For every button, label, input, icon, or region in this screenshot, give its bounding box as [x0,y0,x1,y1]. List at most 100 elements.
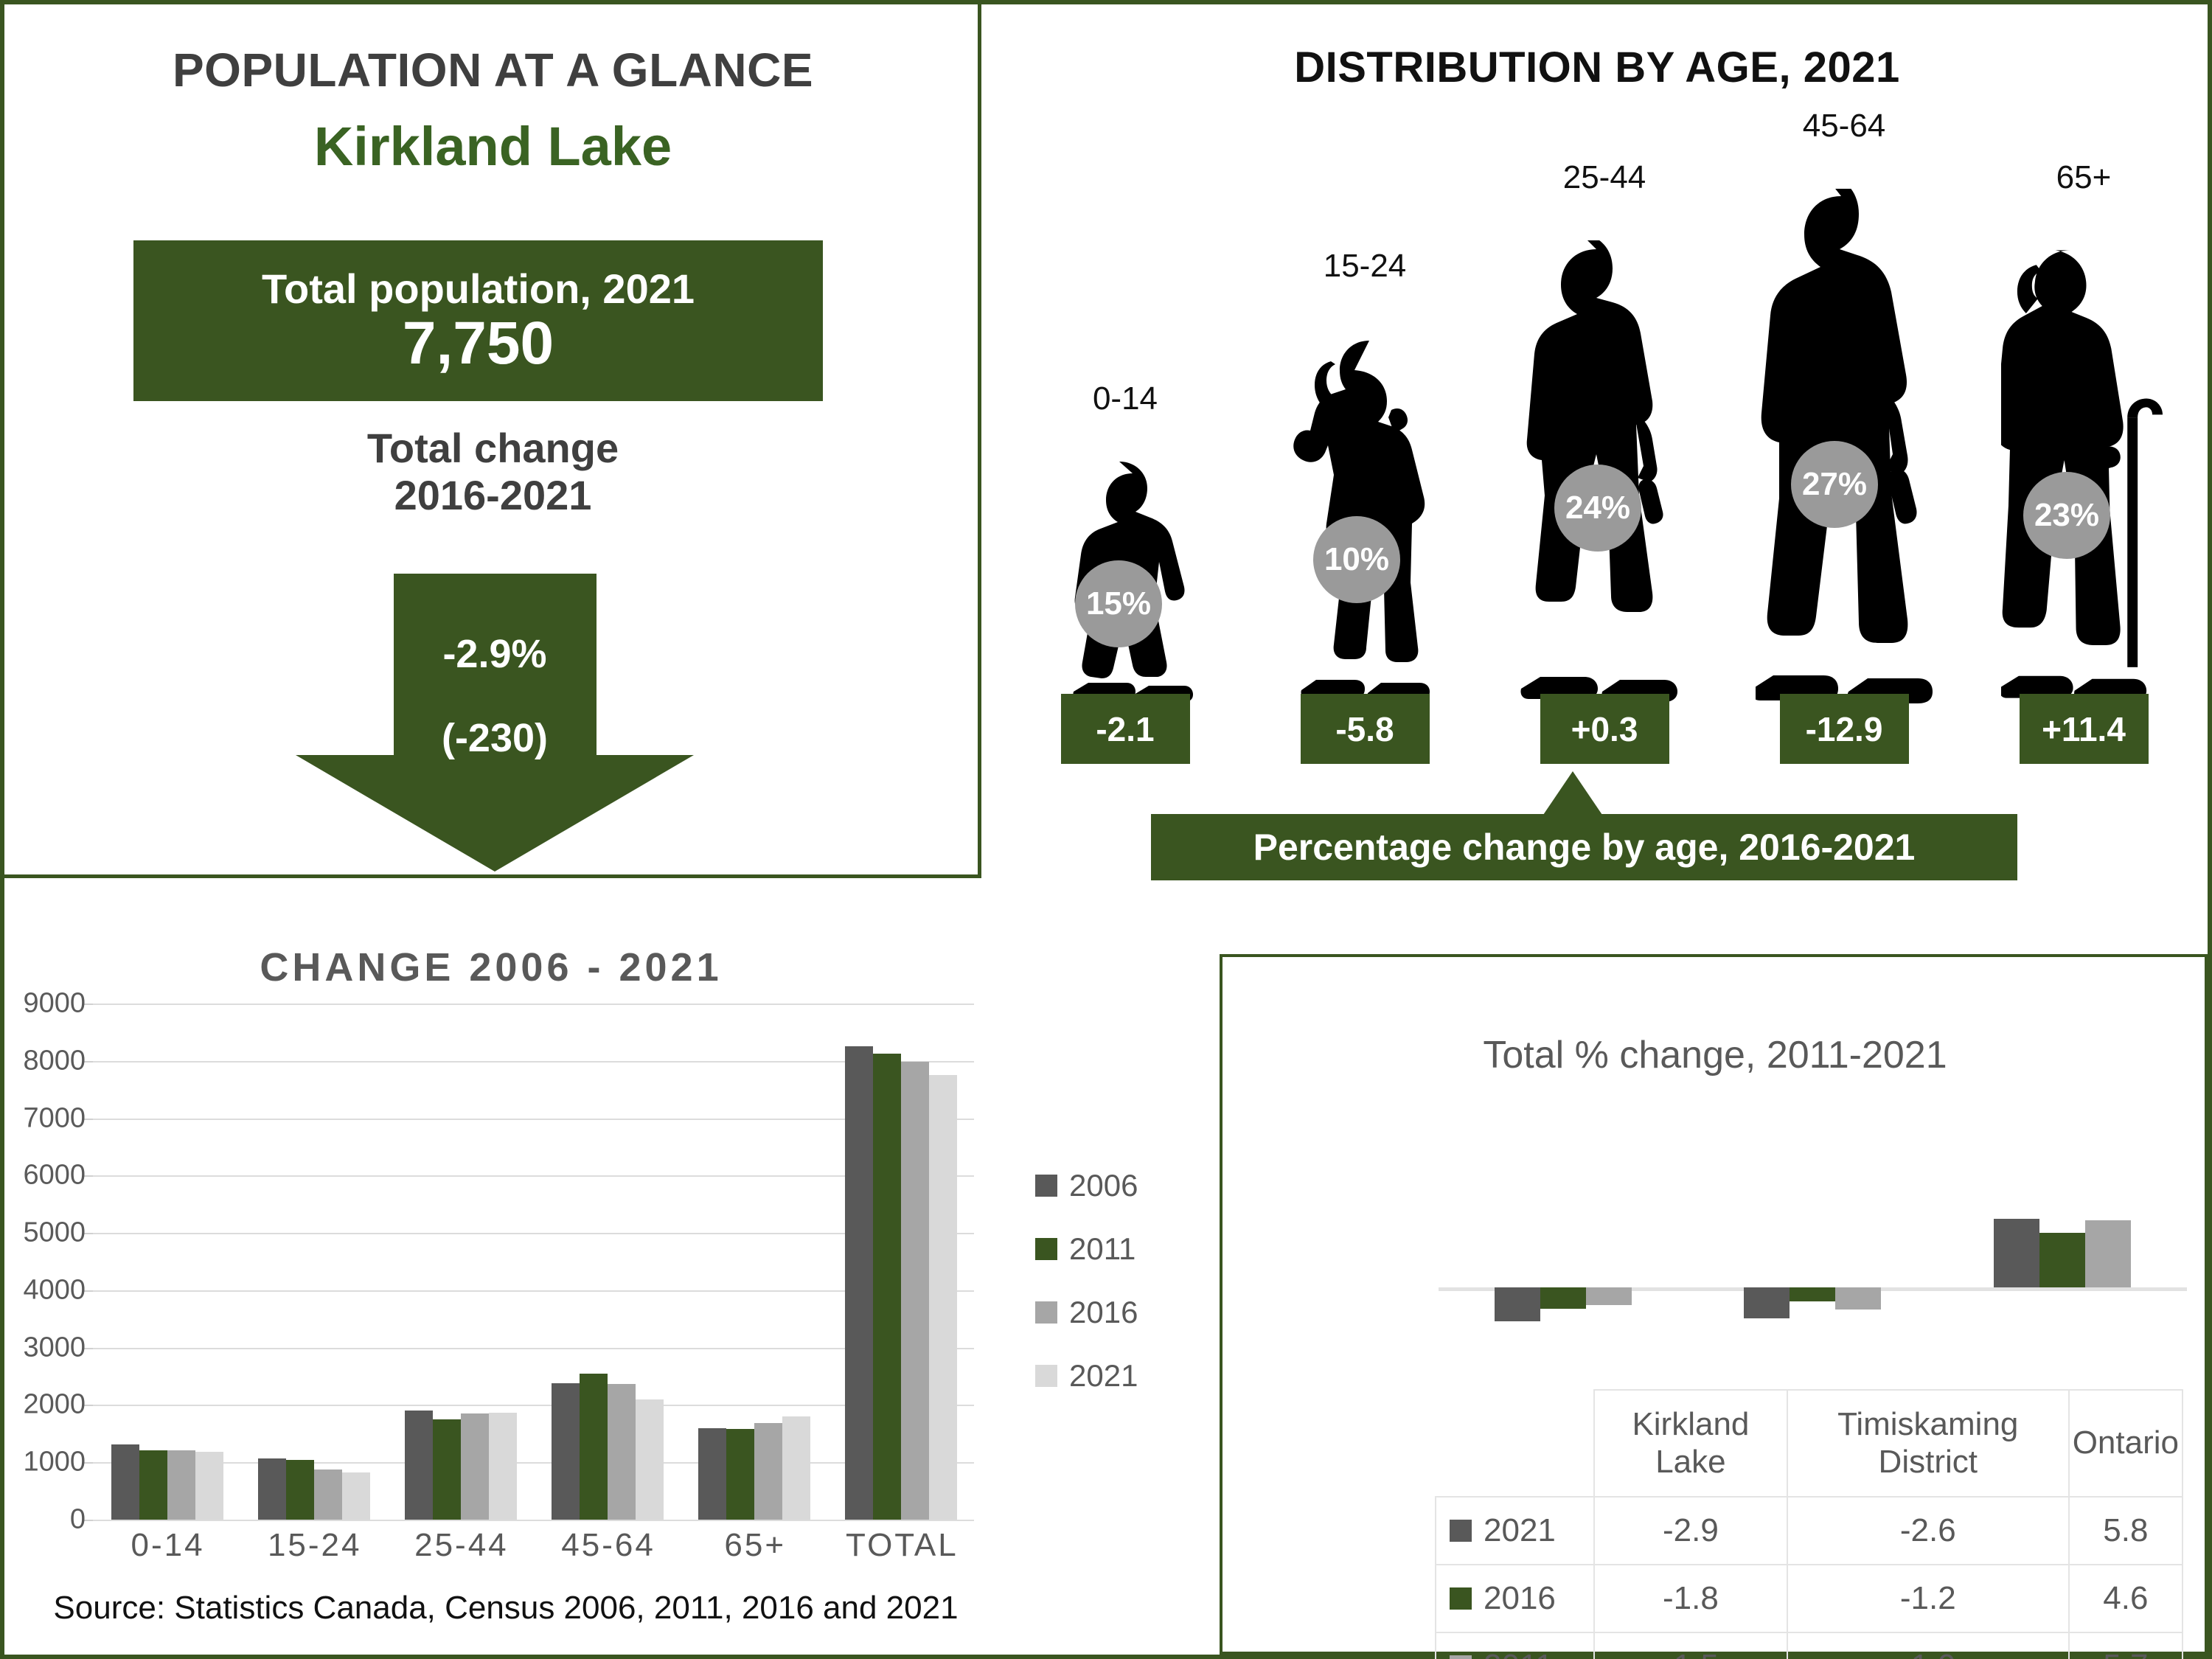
table-cell: 5.7 [2067,1632,2184,1659]
br-bar-2021-2 [1993,1219,2039,1287]
bar-2016-0-14 [167,1450,196,1520]
br-bar-2016-0 [1540,1287,1587,1309]
bar-group-25-44 [405,1004,518,1520]
y-axis-label: 4000 [23,1274,86,1306]
table-row: 2016 -1.8 -1.2 4.6 [1435,1564,2184,1633]
legend-label: 2016 [1069,1295,1138,1329]
br-bar-group-1 [1717,1118,1908,1372]
change-chart-x-axis: 0-14 15-24 25-44 45-64 65+ TOTAL [94,1527,975,1564]
legend-swatch-icon [1035,1175,1057,1197]
table-cell: -2.9 [1593,1496,1788,1565]
age-share-badge: 24% [1554,465,1641,552]
table-row-header: 2011 [1435,1632,1595,1659]
axis-tick [84,1405,93,1407]
bar-2016-15-24 [314,1469,343,1520]
x-axis-label: TOTAL [845,1527,959,1563]
table-row-year-label: 2011 [1484,1648,1554,1659]
total-change-label: Total change 2016-2021 [4,425,981,520]
y-axis-label: 1000 [23,1446,86,1478]
legend-swatch-icon [1035,1238,1057,1260]
arrow-head [296,755,694,872]
bar-2021-0-14 [195,1451,224,1520]
total-change-label-line2: 2016-2021 [394,472,592,519]
bar-2021-65+ [782,1416,810,1520]
br-bar-2021-1 [1744,1287,1790,1318]
bar-2016-45-64 [607,1384,636,1520]
y-axis-label: 3000 [23,1332,86,1363]
total-change-percent: -2.9% [442,632,547,676]
br-bar-2011-0 [1586,1287,1632,1305]
legend-item-2006[interactable]: 2006 [1035,1168,1138,1203]
age-group-65-plus: 65+ 23% [1973,159,2194,712]
bar-group-total [844,1004,957,1520]
y-axis-label: 7000 [23,1102,86,1134]
table-cell: 5.8 [2067,1496,2184,1565]
age-group-0-14: 0-14 15% [1015,380,1236,712]
legend-item-2011[interactable]: 2011 [1035,1231,1138,1267]
bar-2011-25-44 [433,1419,462,1520]
grid-line [93,1060,974,1062]
y-axis-label: 8000 [23,1045,86,1077]
teen-female-silhouette-icon: 10% [1254,329,1475,712]
br-bar-2016-2 [2039,1233,2085,1287]
bar-2011-total [872,1053,901,1520]
bar-2016-65+ [754,1422,782,1520]
total-change-absolute: (-230) [441,716,549,760]
total-population-card: Total population, 2021 7,750 [133,240,823,401]
x-axis-label: 45-64 [561,1527,655,1563]
table-cell: -2.6 [1786,1496,2070,1565]
age-group-25-44: 25-44 24% [1494,159,1715,712]
distribution-by-age-title: DISTRIBUTION BY AGE, 2021 [1294,44,1900,91]
total-change-label-line1: Total change [366,425,619,471]
bar-2011-45-64 [579,1373,608,1520]
total-population-label: Total population, 2021 [261,265,695,313]
bar-2006-15-24 [258,1458,287,1520]
legend-item-2016[interactable]: 2016 [1035,1295,1138,1330]
bar-2021-total [928,1075,957,1520]
table-cell: -1.8 [1593,1564,1788,1633]
change-chart-legend: 2006 2011 2016 2021 [1035,1168,1138,1394]
grid-line [93,1347,974,1349]
table-cell: -1.5 [1593,1632,1788,1659]
total-pct-change-title: Total % change, 2011-2021 [1483,1034,1947,1077]
br-bar-group-2 [1966,1118,2158,1372]
table-row-header: 2021 [1435,1496,1595,1565]
br-bar-2021-0 [1495,1287,1541,1322]
grid-line [93,1462,974,1464]
br-bar-2016-1 [1790,1287,1836,1302]
change-chart-plot: 0 1000 2000 3000 4000 5000 6000 7000 8000 9000 [23,988,974,1535]
br-bar-2011-2 [2084,1220,2131,1287]
y-axis-label: 5000 [23,1217,86,1248]
bar-2006-total [844,1046,873,1520]
table-row: 2011 -1.5-1.95.7 [1435,1632,2184,1659]
age-figures-row: 0-14 15% 15-24 10 [1015,108,2194,712]
bar-2021-15-24 [342,1472,371,1520]
legend-swatch-icon [1450,1520,1472,1542]
total-pct-change-table: Kirkland Lake Timiskaming District Ontario… [1435,1389,2184,1659]
adult-male-silhouette-icon: 24% [1494,240,1715,712]
senior-female-silhouette-icon: 23% [1973,240,2194,712]
x-axis-label: 65+ [724,1527,787,1563]
axis-tick [84,1290,93,1292]
bar-2021-45-64 [635,1399,664,1520]
table-cell: -1.9 [1786,1632,2070,1659]
age-group-label: 15-24 [1323,248,1407,284]
bar-2021-25-44 [489,1413,518,1520]
bar-2011-65+ [726,1429,754,1520]
axis-tick [84,1233,93,1235]
axis-tick [84,1118,93,1120]
bar-2006-0-14 [111,1444,140,1520]
age-change-box-15-24: -5.8 [1300,694,1430,764]
grid-line [93,1004,974,1005]
axis-tick [84,1462,93,1464]
legend-swatch-icon [1035,1301,1057,1324]
axis-tick [84,1175,93,1178]
legend-item-2021[interactable]: 2021 [1035,1358,1138,1394]
table-cell: 4.6 [2067,1564,2184,1633]
axis-tick [84,1060,93,1062]
total-population-value: 7,750 [402,309,554,377]
age-change-boxes-row: -2.1 -5.8 +0.3 -12.9 +11.4 [1015,694,2194,775]
grid-line [93,1118,974,1120]
up-arrow-icon [1542,771,1604,817]
source-note: Source: Statistics Canada, Census 2006, … [53,1590,959,1626]
